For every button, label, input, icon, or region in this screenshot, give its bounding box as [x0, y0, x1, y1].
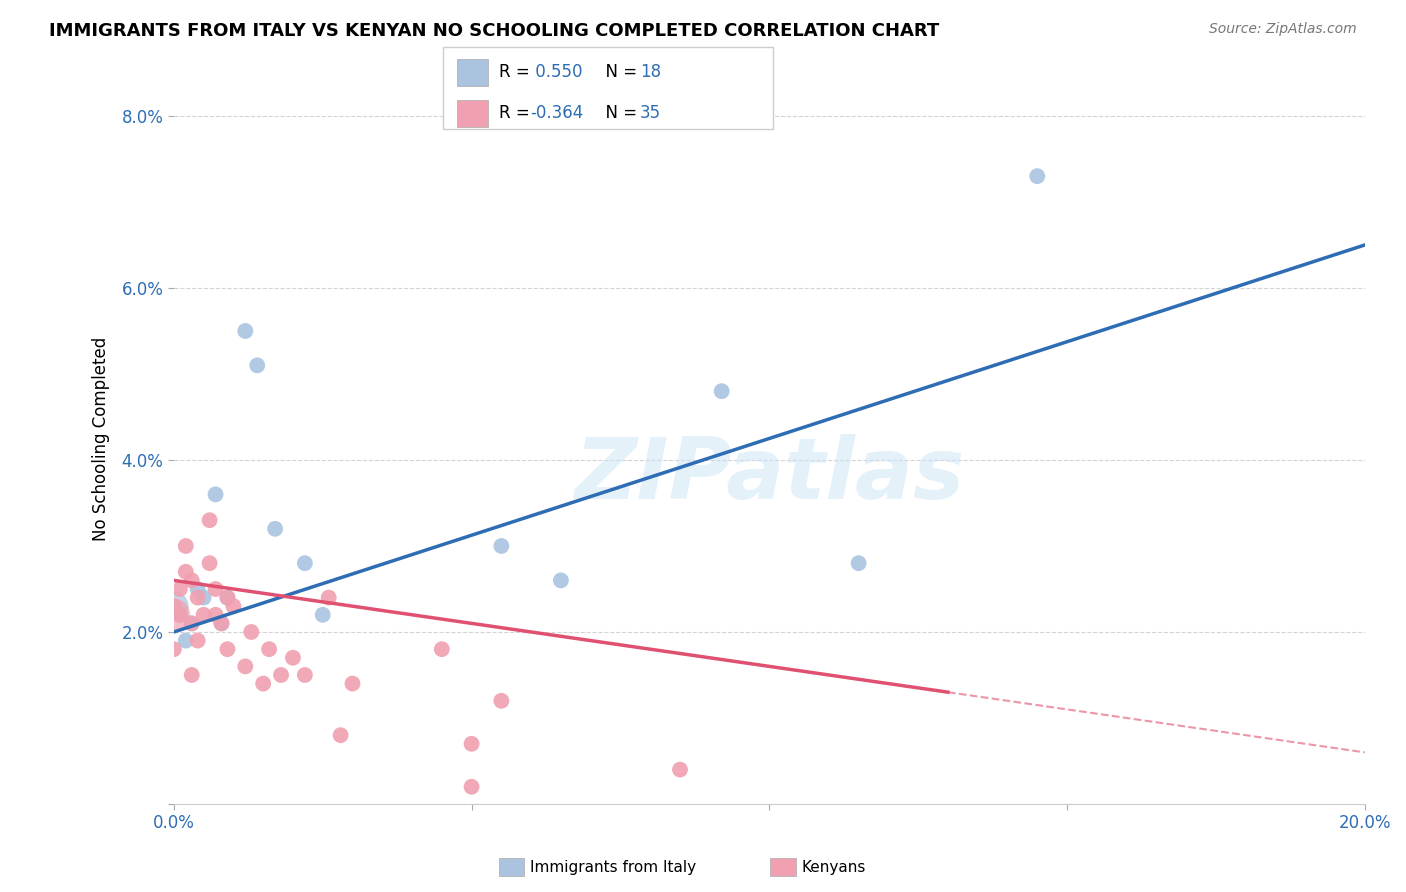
Point [163, 599, 186, 614]
Point [187, 582, 209, 596]
Point [169, 582, 191, 596]
Text: -0.364: -0.364 [530, 104, 583, 122]
Point [180, 616, 202, 631]
Point [848, 556, 870, 570]
Point [294, 556, 316, 570]
Point [163, 642, 186, 657]
Point [246, 359, 269, 373]
Point [669, 763, 692, 777]
Point [430, 642, 453, 657]
Text: R =: R = [499, 104, 536, 122]
Point [312, 607, 335, 622]
Point [169, 607, 191, 622]
Point [491, 539, 513, 553]
Point [233, 324, 256, 338]
Point [217, 642, 239, 657]
Text: ZIPatlas: ZIPatlas [574, 434, 965, 516]
Point [1026, 169, 1049, 184]
Point [187, 591, 209, 605]
Point [174, 633, 197, 648]
Point [180, 668, 202, 682]
Point [222, 599, 245, 614]
Point [217, 591, 239, 605]
Point [193, 591, 215, 605]
Text: Kenyans: Kenyans [801, 860, 866, 874]
Point [180, 616, 202, 631]
Point [211, 616, 233, 631]
Point [233, 659, 256, 673]
Point [550, 574, 572, 588]
Text: Immigrants from Italy: Immigrants from Italy [530, 860, 696, 874]
Text: Source: ZipAtlas.com: Source: ZipAtlas.com [1209, 22, 1357, 37]
Point [710, 384, 733, 399]
Point [169, 607, 191, 622]
Point [318, 591, 340, 605]
Text: N =: N = [595, 104, 643, 122]
Point [342, 676, 364, 690]
Point [174, 539, 197, 553]
Point [198, 513, 221, 527]
Text: IMMIGRANTS FROM ITALY VS KENYAN NO SCHOOLING COMPLETED CORRELATION CHART: IMMIGRANTS FROM ITALY VS KENYAN NO SCHOO… [49, 22, 939, 40]
Point [193, 607, 215, 622]
Point [198, 556, 221, 570]
Point [163, 599, 186, 614]
Text: R =: R = [499, 63, 536, 81]
Point [294, 668, 316, 682]
Point [491, 694, 513, 708]
Point [180, 574, 202, 588]
Text: 18: 18 [640, 63, 661, 81]
Point [187, 633, 209, 648]
Point [204, 487, 226, 501]
Text: 35: 35 [640, 104, 661, 122]
Point [460, 737, 482, 751]
Point [281, 650, 304, 665]
Point [211, 616, 233, 631]
Point [270, 668, 292, 682]
Point [257, 642, 280, 657]
Text: 0.550: 0.550 [530, 63, 582, 81]
Point [252, 676, 274, 690]
Point [163, 607, 186, 622]
Point [204, 582, 226, 596]
Point [174, 565, 197, 579]
Y-axis label: No Schooling Completed: No Schooling Completed [93, 336, 110, 541]
Point [217, 591, 239, 605]
Point [264, 522, 287, 536]
Point [204, 607, 226, 622]
Point [240, 625, 263, 640]
Point [460, 780, 482, 794]
Text: N =: N = [595, 63, 643, 81]
Point [329, 728, 352, 742]
